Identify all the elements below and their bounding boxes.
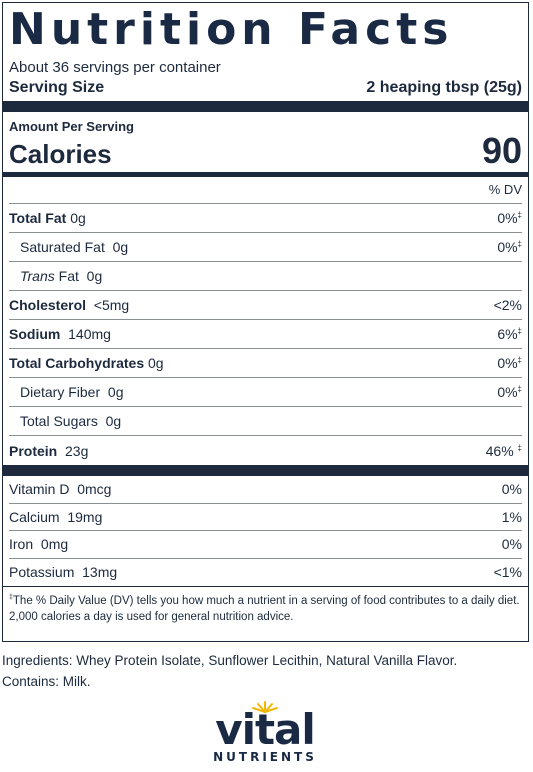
amount-per-serving: Amount Per Serving [9,119,134,134]
footnote-mark: ‡ [517,355,522,365]
divider-thick [3,465,528,476]
serving-size-label: Serving Size [9,79,105,96]
logo-subtitle: NUTRIENTS [213,750,317,764]
footnote-mark: ‡ [517,384,522,394]
nutrient-row-cholesterol: Cholesterol <5mg <2% [9,291,522,320]
nutrient-amount: 140mg [68,326,111,342]
nutrient-dv: 6% [497,326,518,342]
nutrient-name: Cholesterol [9,297,87,313]
nutrient-dv: <2% [493,297,522,313]
ingredients-text: Ingredients: Whey Protein Isolate, Sunfl… [2,653,458,668]
nutrient-amount: 0g [148,355,164,371]
nutrient-dv: 0% [497,210,518,226]
vitamins-section: Vitamin D 0mcg 0% Calcium 19mg 1% Iron 0… [9,476,522,586]
nutrient-row-total-fat: Total Fat 0g 0%‡ [9,204,522,233]
vitamin-row-vitamin-d: Vitamin D 0mcg 0% [9,476,522,504]
nutrient-row-total-carbohydrates: Total Carbohydrates 0g 0%‡ [9,349,522,378]
nutrient-dv: 0% [497,355,518,371]
vitamin-name: Vitamin D [9,481,70,498]
nutrient-row-saturated-fat: Saturated Fat 0g 0%‡ [9,233,522,262]
calories-row: Calories 90 [9,130,522,171]
vitamin-dv: <1% [493,564,522,581]
allergen-text: Contains: Milk. [2,674,91,689]
nutrient-name: Total Fat [9,210,67,226]
nutrient-name: Total Sugars [20,413,98,429]
nutrient-name: Protein [9,442,58,459]
nutrient-dv: 0% [497,239,518,255]
nutrient-amount: 0g [107,384,124,400]
nutrient-row-total-sugars: Total Sugars 0g [9,407,522,436]
vital-nutrients-logo: vital NUTRIENTS [190,700,340,770]
vitamin-name: Calcium [9,508,60,525]
footnote-text: The % Daily Value (DV) tells you how muc… [9,594,520,623]
serving-size-value: 2 heaping tbsp (25g) [366,79,522,96]
daily-value-footnote: ‡The % Daily Value (DV) tells you how mu… [3,586,528,625]
vitamin-name: Potassium [9,564,75,581]
nutrient-amount: <5mg [93,297,130,313]
nutrient-name: Dietary Fiber [20,384,101,400]
panel-title: Nutrition Facts [9,4,454,55]
footnote-mark: ‡ [517,210,522,220]
nutrient-amount: 0g [70,210,86,226]
vitamin-row-iron: Iron 0mg 0% [9,531,522,559]
nutrient-amount: 23g [65,442,89,459]
nutrient-amount: 0g [105,413,122,429]
vitamin-name: Iron [9,536,34,553]
vitamin-amount: 0mg [40,536,69,553]
serving-size-row: Serving Size 2 heaping tbsp (25g) [9,78,522,98]
nutrient-row-dietary-fiber: Dietary Fiber 0g 0%‡ [9,378,522,407]
vitamin-amount: 13mg [82,564,118,581]
footnote-mark: ‡ [517,326,522,336]
divider-thick [3,101,528,112]
dv-header: % DV [9,177,522,204]
nutrient-row-trans-fat: Trans Fat 0g [9,262,522,291]
vitamin-row-calcium: Calcium 19mg 1% [9,504,522,531]
nutrient-name: Saturated Fat [20,239,105,255]
nutrient-dv: 0% [497,384,518,400]
divider-medium [3,172,528,177]
vitamin-amount: 0mcg [77,481,112,498]
nutrient-amount: 0g [112,239,129,255]
footnote-mark: ‡ [517,239,522,249]
vitamin-dv: 0% [501,536,522,553]
calories-value: 90 [481,130,522,171]
sunburst-icon [252,701,278,713]
nutrient-name-suffix: Fat [58,268,79,284]
vitamin-amount: 19mg [67,508,103,525]
nutrient-name: Total Carbohydrates [9,355,145,371]
nutrient-dv: 46% [485,442,514,459]
nutrient-amount: 0g [86,268,103,284]
servings-per-container: About 36 servings per container [9,59,221,76]
footnote-mark: ‡ [9,594,13,601]
vitamin-row-potassium: Potassium 13mg <1% [9,559,522,587]
calories-label: Calories [9,139,112,169]
nutrition-facts-panel: Nutrition Facts About 36 servings per co… [2,2,529,642]
vitamin-dv: 0% [501,481,522,498]
nutrient-name: Sodium [9,326,61,342]
vitamin-dv: 1% [501,508,522,525]
footnote-mark: ‡ [517,442,522,452]
nutrient-row-sodium: Sodium 140mg 6%‡ [9,320,522,349]
logo-wordmark: vital [215,705,316,754]
nutrient-row-protein: Protein 23g 46% ‡ [9,436,522,465]
nutrient-name: Trans [20,268,55,284]
